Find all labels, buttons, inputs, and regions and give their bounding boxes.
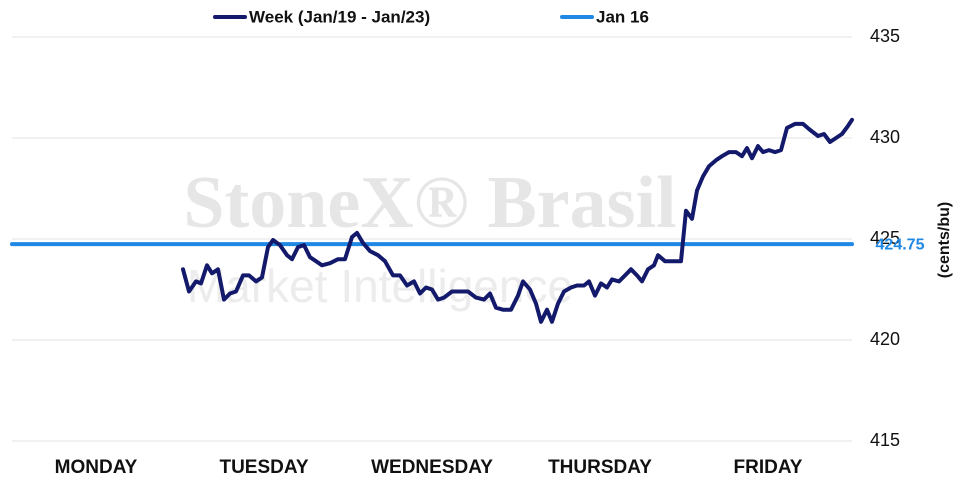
y-tick-label: 430 — [870, 127, 900, 147]
legend-label: Week (Jan/19 - Jan/23) — [249, 7, 430, 26]
x-tick-label: MONDAY — [55, 457, 138, 478]
y-tick-label: 435 — [870, 26, 900, 46]
x-tick-label: FRIDAY — [734, 457, 803, 478]
y-axis-label: (cents/bu) — [936, 202, 953, 278]
y-tick-label: 420 — [870, 329, 900, 349]
value-label: 424.75 — [876, 236, 925, 253]
watermark: Market Intelligence — [187, 260, 573, 312]
y-tick-label: 425 — [870, 228, 900, 248]
y-tick-label: 415 — [870, 430, 900, 450]
legend-label: Jan 16 — [596, 7, 649, 26]
x-tick-label: TUESDAY — [219, 457, 308, 478]
x-tick-label: THURSDAY — [548, 457, 652, 478]
series-line — [181, 117, 854, 324]
watermark: StoneX® Brasil — [183, 162, 676, 244]
x-tick-label: WEDNESDAY — [371, 457, 493, 478]
